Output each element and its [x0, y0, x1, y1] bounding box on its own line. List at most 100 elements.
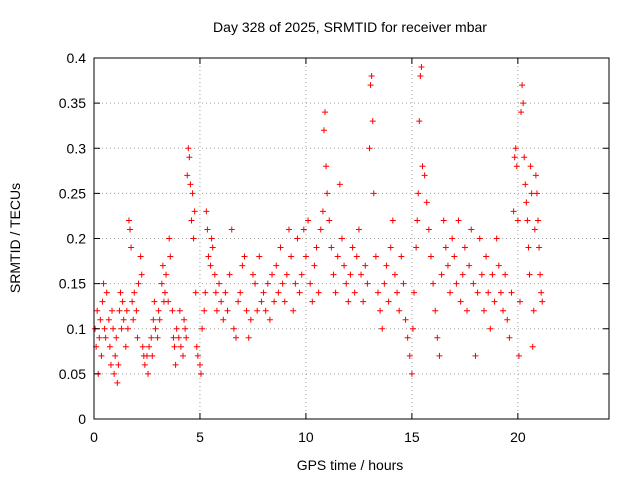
data-point	[322, 109, 329, 116]
data-point	[154, 334, 161, 341]
data-point	[497, 289, 504, 296]
data-point	[183, 334, 190, 341]
data-point	[416, 118, 423, 125]
data-point	[326, 217, 333, 224]
data-point	[193, 343, 200, 350]
data-point	[277, 244, 284, 251]
data-point	[526, 271, 533, 278]
data-point	[111, 370, 118, 377]
data-point	[226, 271, 233, 278]
data-point	[202, 289, 209, 296]
data-point	[230, 325, 237, 332]
x-tick-label: 20	[510, 429, 526, 445]
data-point	[258, 298, 265, 305]
data-point	[400, 280, 407, 287]
data-point	[502, 271, 509, 278]
data-point	[159, 262, 166, 269]
chart-title: Day 328 of 2025, SRMTID for receiver mba…	[213, 19, 487, 35]
data-point	[187, 181, 194, 188]
data-point	[427, 253, 434, 260]
data-point	[402, 316, 409, 323]
data-point	[171, 343, 178, 350]
y-tick-label: 0.1	[67, 321, 87, 337]
data-point	[290, 307, 297, 314]
data-point	[362, 262, 369, 269]
data-point	[349, 244, 356, 251]
data-point	[107, 361, 114, 368]
data-point	[444, 262, 451, 269]
data-point	[489, 271, 496, 278]
data-point	[531, 226, 538, 233]
data-point	[343, 280, 350, 287]
data-point	[451, 253, 458, 260]
data-point	[203, 208, 210, 215]
data-point	[307, 280, 314, 287]
data-point	[141, 361, 148, 368]
data-point	[279, 280, 286, 287]
data-point	[394, 289, 401, 296]
data-point	[520, 100, 527, 107]
data-point	[468, 226, 475, 233]
grid-lines	[94, 58, 609, 419]
y-tick-label: 0.35	[59, 95, 86, 111]
data-point	[436, 352, 443, 359]
data-point	[213, 307, 220, 314]
data-point	[208, 235, 215, 242]
data-point	[385, 298, 392, 305]
data-point	[260, 289, 267, 296]
data-point	[459, 271, 466, 278]
data-point	[124, 325, 131, 332]
data-point	[169, 307, 176, 314]
data-point	[114, 379, 121, 386]
data-point	[173, 325, 180, 332]
data-point	[204, 226, 211, 233]
data-point	[100, 280, 107, 287]
data-point	[511, 154, 518, 161]
data-point	[491, 298, 498, 305]
data-point	[273, 262, 280, 269]
data-point	[421, 172, 428, 179]
data-point	[235, 298, 242, 305]
data-point	[364, 280, 371, 287]
data-point	[288, 253, 295, 260]
data-point	[302, 253, 309, 260]
y-tick-label: 0.05	[59, 366, 86, 382]
data-point	[529, 343, 536, 350]
data-point	[156, 316, 163, 323]
data-point	[366, 145, 373, 152]
data-point	[189, 190, 196, 197]
data-point	[232, 334, 239, 341]
y-tick-label: 0.25	[59, 185, 86, 201]
data-point	[523, 199, 530, 206]
data-point	[281, 298, 288, 305]
data-point	[480, 307, 487, 314]
data-point	[372, 253, 379, 260]
data-point	[119, 298, 126, 305]
data-point	[466, 262, 473, 269]
data-point	[275, 289, 282, 296]
data-point	[419, 163, 426, 170]
y-tick-label: 0.4	[67, 50, 87, 66]
data-point	[430, 280, 437, 287]
data-point	[513, 163, 520, 170]
y-axis-label: SRMTID / TECUs	[7, 183, 23, 293]
data-point	[341, 262, 348, 269]
data-point	[239, 262, 246, 269]
data-point	[396, 307, 403, 314]
data-point	[334, 253, 341, 260]
data-point	[408, 370, 415, 377]
data-point	[524, 217, 531, 224]
y-tick-label: 0.15	[59, 276, 86, 292]
data-point	[249, 271, 256, 278]
data-point	[192, 289, 199, 296]
axis-ticks: 0 0.05 0.1 0.15 0.2 0.25 0.3 0.35 0.4 0 5 10 15 20	[59, 50, 609, 445]
data-point	[538, 289, 545, 296]
data-point	[129, 298, 136, 305]
data-point	[285, 226, 292, 233]
data-point	[138, 271, 145, 278]
data-point	[414, 217, 421, 224]
data-point	[199, 325, 206, 332]
data-point	[201, 307, 208, 314]
data-point	[355, 226, 362, 233]
data-point	[96, 334, 103, 341]
